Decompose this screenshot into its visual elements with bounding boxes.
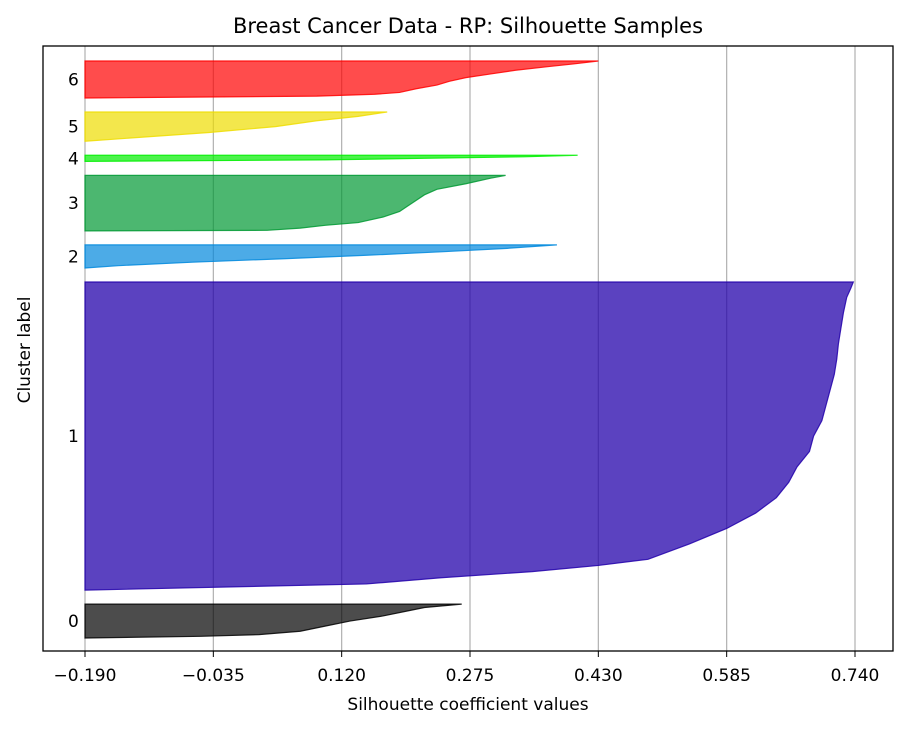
cluster-3-silhouette [84,174,506,232]
cluster-label-4: 4 [68,149,79,169]
cluster-2-silhouette [84,244,557,269]
cluster-label-1: 1 [68,427,79,447]
cluster-silhouettes: 0 1 2 3 4 5 6 [68,60,855,639]
cluster-1-silhouette [84,281,855,591]
cluster-label-2: 2 [68,247,79,267]
cluster-5-silhouette [84,111,388,142]
x-tick-label: 0.740 [831,666,880,686]
cluster-0-silhouette [84,603,462,639]
x-tick-label: −0.190 [54,666,117,686]
x-tick-label: 0.275 [446,666,495,686]
cluster-4-silhouette [84,154,578,163]
cluster-label-6: 6 [68,70,79,90]
cluster-6-silhouette [84,60,599,99]
x-tick-label: 0.585 [702,666,751,686]
x-axis-label: Silhouette coefficient values [347,695,588,715]
cluster-label-0: 0 [68,612,79,632]
cluster-label-3: 3 [68,194,79,214]
x-tick-label: −0.035 [182,666,245,686]
y-axis-label: Cluster label [15,297,35,404]
x-tick-label: 0.120 [317,666,366,686]
chart-title: Breast Cancer Data - RP: Silhouette Samp… [233,14,703,38]
cluster-label-5: 5 [68,118,79,138]
x-tick-label: 0.430 [574,666,623,686]
x-axis-ticks: −0.190 −0.035 0.120 0.275 0.430 0.585 0.740 [54,651,880,686]
plot-frame [42,45,894,652]
